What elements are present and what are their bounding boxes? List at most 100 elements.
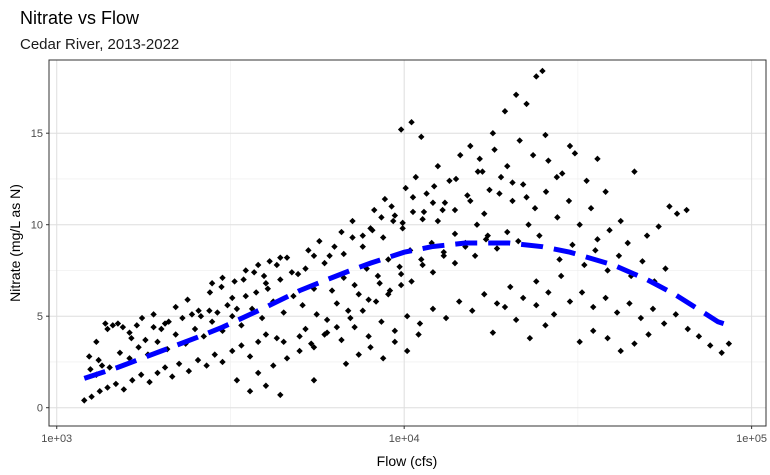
chart-title: Nitrate vs Flow [20,8,140,28]
data-point [305,247,312,254]
data-point [408,278,415,285]
data-point [85,353,93,360]
data-point [219,274,226,281]
data-point [277,391,284,399]
data-point [104,325,111,333]
data-point [613,309,621,316]
data-point [415,331,422,338]
data-point [604,334,611,342]
data-point [576,338,583,346]
data-point [231,278,238,285]
data-point [569,241,576,249]
data-point [161,364,169,371]
data-point [617,217,624,225]
data-point [175,360,183,367]
data-point [374,272,382,280]
data-point [397,281,405,289]
data-point [191,325,199,333]
data-point [440,252,447,260]
data-point [200,333,207,340]
data-point [451,230,459,238]
data-point [349,217,356,225]
data-point [254,369,262,377]
data-point [224,302,231,309]
data-point [617,347,624,355]
data-point [430,183,438,190]
y-tick-label: 15 [31,128,43,140]
data-point [338,228,345,236]
data-point [128,334,135,342]
data-point [388,203,395,210]
data-point [399,219,406,227]
data-point [408,119,415,126]
data-point [229,347,236,355]
data-point [102,320,109,327]
data-point [379,234,387,241]
data-point [273,261,281,269]
data-point [683,206,690,214]
data-point [206,307,213,314]
data-point [531,205,539,212]
data-point [403,347,411,355]
data-point [491,146,498,153]
data-point [344,307,352,314]
data-point [493,300,501,307]
data-point [188,311,196,318]
data-point [637,314,645,322]
data-point [590,327,597,335]
data-point [391,212,399,219]
data-point [214,309,221,316]
data-point [412,173,419,181]
data-point [418,256,425,263]
data-point [211,351,218,358]
data-point [283,355,291,362]
data-point [418,133,425,141]
data-point [277,254,284,261]
data-point [446,177,453,184]
data-point [154,369,161,377]
data-point [240,276,247,283]
data-point [365,296,372,303]
data-point [158,325,165,333]
data-point [280,309,287,316]
data-point [666,203,673,210]
data-point [93,338,100,346]
data-point [333,300,341,307]
data-point [672,311,679,318]
data-point [545,157,552,164]
data-point [481,210,488,217]
data-point [533,278,540,285]
data-point [238,322,245,329]
data-point [571,150,579,157]
data-point [328,287,336,294]
data-point [643,232,651,239]
data-point [371,206,378,214]
data-point [81,397,88,404]
data-point [208,280,216,287]
data-point [403,313,411,320]
data-point [290,292,297,300]
data-point [512,91,520,98]
data-point [516,137,523,144]
data-point [359,243,366,250]
data-point [556,256,563,263]
data-point [615,252,623,260]
data-point [112,380,120,388]
data-point [262,280,270,287]
data-point [554,214,561,221]
data-point [96,388,103,395]
data-point [496,190,503,197]
data-point [441,199,449,206]
data-point [246,353,254,360]
trend-line [83,240,730,381]
data-point [218,283,225,291]
data-point [165,318,172,325]
data-point [467,197,474,205]
data-point [725,340,733,347]
data-point [489,130,497,137]
data-point [519,294,527,302]
data-point [98,362,106,369]
data-point [233,305,241,313]
panel-border [48,59,767,427]
data-point [456,298,463,305]
